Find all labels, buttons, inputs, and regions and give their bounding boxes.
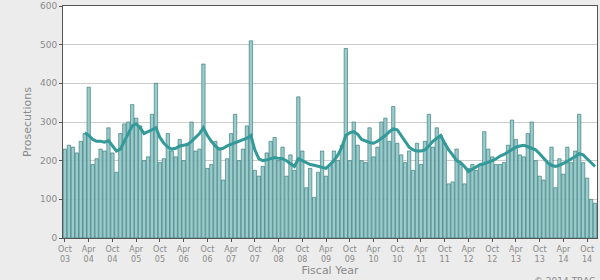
- svg-text:300: 300: [40, 117, 57, 127]
- svg-text:Oct07: Oct07: [248, 245, 262, 264]
- svg-text:Oct08: Oct08: [295, 245, 309, 264]
- svg-text:Oct13: Oct13: [533, 245, 547, 264]
- svg-text:Oct09: Oct09: [343, 245, 357, 264]
- svg-text:Oct11: Oct11: [438, 245, 452, 264]
- svg-text:Apr09: Apr09: [319, 245, 334, 264]
- svg-text:Apr07: Apr07: [224, 245, 239, 264]
- svg-text:Apr11: Apr11: [414, 245, 429, 264]
- svg-text:Prosecutions: Prosecutions: [21, 87, 34, 157]
- svg-text:100: 100: [40, 194, 57, 204]
- svg-text:0: 0: [51, 233, 57, 243]
- svg-text:Apr06: Apr06: [177, 245, 192, 264]
- svg-text:Oct10: Oct10: [390, 245, 404, 264]
- svg-text:Oct14: Oct14: [580, 245, 594, 264]
- svg-text:Oct06: Oct06: [200, 245, 214, 264]
- svg-text:600: 600: [40, 1, 57, 11]
- svg-text:Apr13: Apr13: [509, 245, 524, 264]
- svg-text:Fiscal Year: Fiscal Year: [302, 264, 359, 277]
- svg-text:Oct12: Oct12: [485, 245, 499, 264]
- svg-text:Apr08: Apr08: [272, 245, 287, 264]
- svg-text:500: 500: [40, 40, 57, 50]
- svg-text:400: 400: [40, 78, 57, 88]
- svg-text:Apr10: Apr10: [367, 245, 382, 264]
- svg-text:Apr14: Apr14: [556, 245, 571, 264]
- svg-text:200: 200: [40, 156, 57, 166]
- svg-text:Oct03: Oct03: [58, 245, 72, 264]
- svg-text:Apr04: Apr04: [82, 245, 97, 264]
- svg-text:Oct04: Oct04: [106, 245, 120, 264]
- svg-text:Oct05: Oct05: [153, 245, 167, 264]
- svg-text:© 2014 TRAC: © 2014 TRAC: [534, 276, 595, 280]
- svg-text:Apr12: Apr12: [462, 245, 477, 264]
- svg-text:Apr05: Apr05: [129, 245, 144, 264]
